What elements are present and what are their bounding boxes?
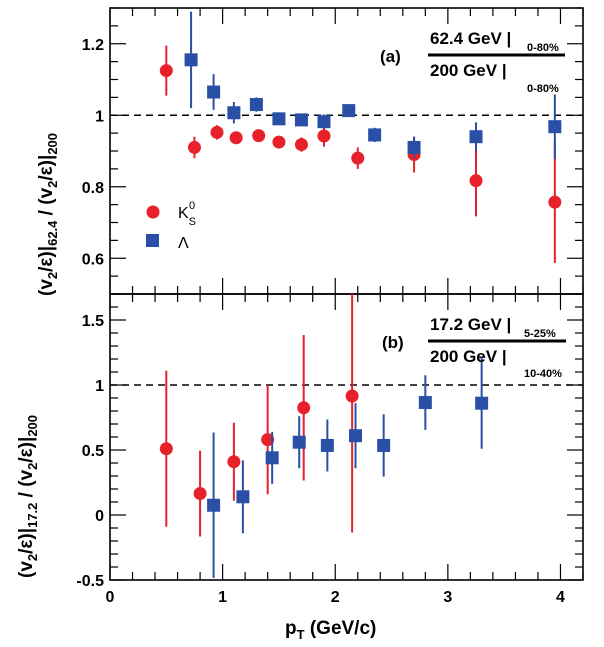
panel-b-kshort-point xyxy=(227,455,241,469)
panel-b-lambda-point xyxy=(349,429,363,443)
panel-a-kshort-point xyxy=(229,131,243,145)
x-tick-label: 2 xyxy=(331,589,340,606)
panel-a-numerator-subscript: 0-80% xyxy=(527,42,559,54)
panel-a-ytick-label: 1 xyxy=(95,108,104,125)
panel-a-lambda-point xyxy=(368,128,382,142)
panel-a-y-axis-title: (v2/ε)|62.4 / (v2/ε)|200 xyxy=(36,133,60,296)
legend-lambda-label: Λ xyxy=(178,235,189,252)
panel-a-lambda-point xyxy=(227,106,241,120)
panel-a-kshort-point xyxy=(317,129,331,143)
panel-a-lambda-point xyxy=(294,113,308,127)
panel-b-y-axis-title: (v2/ε)|17.2 / (v2/ε)|200 xyxy=(16,415,40,578)
panel-b-kshort-point xyxy=(261,433,275,447)
panel-a-kshort-point xyxy=(469,174,483,188)
panel-b-ytick-label: 0 xyxy=(95,508,104,525)
panel-a-label: (a) xyxy=(380,47,401,66)
panel-a-lambda-point xyxy=(407,140,421,154)
panel-a-lambda-point xyxy=(207,85,221,99)
panel-a-annotation: (a) 62.4 GeV | 0-80% 200 GeV | 0-80% xyxy=(380,29,565,95)
x-axis-title: pT (GeV/c) xyxy=(285,618,376,642)
panel-b-kshort-point xyxy=(193,487,207,501)
panel-a-lambda-point xyxy=(317,115,331,129)
panel-a-lambda-point xyxy=(548,120,562,134)
panel-a-kshort-point xyxy=(351,151,365,165)
panel-a-kshort-point xyxy=(548,195,562,209)
legend-lambda-marker xyxy=(146,234,159,247)
panel-a-denominator: 200 GeV | xyxy=(430,61,507,80)
panel-b-frame xyxy=(109,293,584,581)
panel-b-lambda-point xyxy=(418,396,432,410)
panel-b-kshort-point xyxy=(297,401,311,415)
panel-a-kshort-point xyxy=(294,138,308,152)
panel-a-ytick-label: 1.2 xyxy=(82,37,104,54)
panel-b-lambda-point xyxy=(377,438,391,452)
panel-a-kshort-point xyxy=(252,129,266,143)
panel-b-numerator: 17.2 GeV | xyxy=(430,315,511,334)
panel-b-lambda-point xyxy=(320,438,334,452)
panel-a-denominator-subscript: 0-80% xyxy=(527,83,559,95)
panel-b-denominator-subscript: 10-40% xyxy=(524,368,562,380)
panel-b-annotation: (b) 17.2 GeV | 5-25% 200 GeV | 10-40% xyxy=(382,315,566,380)
legend-kshort-label: KS0 xyxy=(178,200,196,228)
panel-a-kshort-point xyxy=(159,64,173,78)
panel-a-ytick-label: 0.6 xyxy=(82,251,104,268)
x-tick-label: 0 xyxy=(106,589,115,606)
panel-a-numerator: 62.4 GeV | xyxy=(430,29,511,48)
panel-b-lambda-point xyxy=(207,498,221,512)
legend-kshort-marker xyxy=(146,205,160,219)
panel-a-lambda-point xyxy=(184,53,198,67)
panel-a-lambda-point xyxy=(249,98,263,112)
panel-a-ytick-label: 0.8 xyxy=(82,180,104,197)
x-tick-label: 4 xyxy=(556,589,565,606)
panel-b-lambda-point xyxy=(265,451,279,465)
panel-b-ytick-label: 1 xyxy=(95,378,104,395)
panel-b-lambda-point xyxy=(236,490,250,504)
panel-b-ytick-label: -0.5 xyxy=(76,573,104,590)
panel-a-lambda-point xyxy=(342,104,356,118)
panel-b-kshort-point xyxy=(345,389,359,403)
x-tick-label: 1 xyxy=(218,589,227,606)
legend: KS0 Λ xyxy=(146,200,196,252)
panel-b-denominator: 200 GeV | xyxy=(430,347,507,366)
panel-a-kshort-point xyxy=(187,140,201,154)
panel-a-lambda-point xyxy=(469,130,483,144)
panel-b-lambda-point xyxy=(475,396,489,410)
panel-b-ytick-label: 1.5 xyxy=(82,313,104,330)
x-tick-label: 3 xyxy=(443,589,452,606)
panel-b-label: (b) xyxy=(382,333,404,352)
panel-b-kshort-point xyxy=(159,442,173,456)
panel-a-kshort-point xyxy=(272,135,286,149)
panel-b-numerator-subscript: 5-25% xyxy=(524,328,556,340)
panel-a-kshort-point xyxy=(210,125,224,139)
panel-a-lambda-point xyxy=(272,112,286,126)
chart-panels: 0.60.811.2-0.500.511.50 1 2 3 4 xyxy=(76,7,584,606)
panel-b-lambda-point xyxy=(292,435,306,449)
panel-b-ytick-label: 0.5 xyxy=(82,443,104,460)
